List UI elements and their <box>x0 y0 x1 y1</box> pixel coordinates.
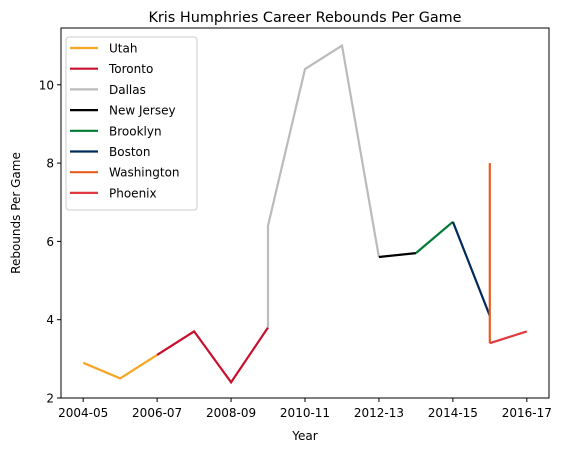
legend-label-boston: Boston <box>109 145 150 159</box>
legend: Utah Toronto Dallas New Jersey Brooklyn Bosto… <box>65 36 198 211</box>
x-tick-label: 2010-11 <box>280 406 330 420</box>
x-tick-label: 2016-17 <box>502 406 552 420</box>
x-tick-label: 2014-15 <box>428 406 478 420</box>
legend-label-washington: Washington <box>109 166 180 180</box>
y-axis: 2 4 6 8 10 <box>39 78 61 406</box>
series-line-boston <box>451 221 491 317</box>
x-axis: 2004-05 2006-07 2008-09 2010-11 2012-13 2014-… <box>58 398 552 420</box>
y-tick-label: 6 <box>46 235 54 249</box>
legend-label-brooklyn: Brooklyn <box>109 124 162 138</box>
series-line-dallas <box>266 43 380 328</box>
series-line-new-jersey <box>378 252 417 259</box>
x-tick-label: 2004-05 <box>58 406 108 420</box>
series-lines <box>82 43 528 385</box>
x-tick-label: 2012-13 <box>354 406 404 420</box>
chart-title: Kris Humphries Career Rebounds Per Game <box>148 10 461 26</box>
series-line-phoenix <box>489 330 528 345</box>
y-tick-label: 10 <box>39 78 54 92</box>
series-line-brooklyn <box>415 220 454 254</box>
y-tick-label: 2 <box>46 392 54 406</box>
legend-label-dallas: Dallas <box>109 83 146 97</box>
x-tick-label: 2008-09 <box>206 406 256 420</box>
y-axis-label: Rebounds Per Game <box>9 152 23 274</box>
x-tick-label: 2006-07 <box>132 406 182 420</box>
series-line-toronto <box>156 326 269 385</box>
legend-label-utah: Utah <box>109 42 137 56</box>
x-axis-label: Year <box>291 429 317 443</box>
legend-label-new-jersey: New Jersey <box>109 104 176 118</box>
y-tick-label: 4 <box>46 313 54 327</box>
legend-label-phoenix: Phoenix <box>109 186 157 200</box>
legend-label-toronto: Toronto <box>108 62 153 76</box>
y-tick-label: 8 <box>46 157 54 171</box>
legend-frame <box>65 36 198 211</box>
series-line-utah <box>82 353 158 380</box>
